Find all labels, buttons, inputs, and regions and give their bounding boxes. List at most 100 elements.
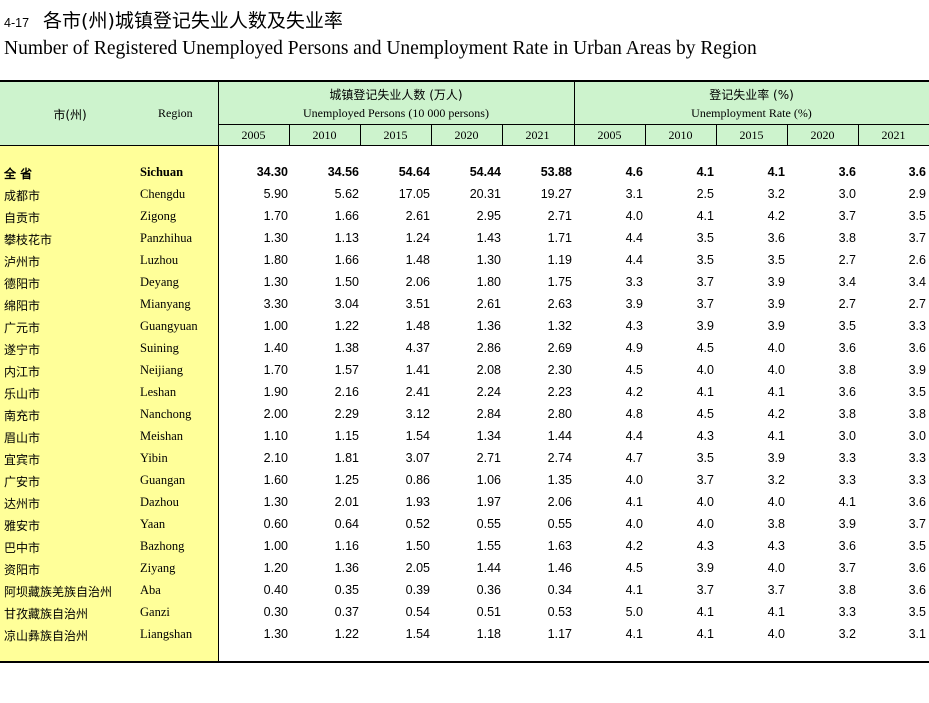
cell-rate: 3.3 bbox=[838, 605, 856, 619]
cell-rate: 3.8 bbox=[838, 231, 856, 245]
cell-rate: 4.2 bbox=[767, 407, 785, 421]
cell-persons: 1.66 bbox=[334, 209, 359, 223]
cell-persons: 1.22 bbox=[334, 319, 359, 333]
cell-persons: 0.86 bbox=[405, 473, 430, 487]
cell-persons: 54.64 bbox=[398, 165, 430, 179]
header-year-rule bbox=[218, 124, 929, 125]
cell-rate: 3.7 bbox=[838, 561, 856, 575]
cell-city-cn: 宜宾市 bbox=[4, 453, 41, 467]
table-row: 南充市 Nanchong 2.00 2.29 3.12 2.84 2.80 4.8 4.5 4.2… bbox=[0, 404, 929, 426]
cell-rate: 3.9 bbox=[767, 319, 785, 333]
cell-rate: 3.2 bbox=[767, 473, 785, 487]
cell-city-cn: 甘孜藏族自治州 bbox=[4, 607, 89, 621]
cell-rate: 3.5 bbox=[696, 451, 714, 465]
cell-persons: 0.55 bbox=[547, 517, 572, 531]
cell-rate: 3.9 bbox=[767, 297, 785, 311]
header-year-rate-2005: 2005 bbox=[597, 128, 622, 142]
cell-persons: 0.34 bbox=[547, 583, 572, 597]
cell-persons: 2.69 bbox=[547, 341, 572, 355]
cell-persons: 2.00 bbox=[263, 407, 288, 421]
cell-rate: 4.1 bbox=[696, 385, 714, 399]
cell-city-cn: 凉山彝族自治州 bbox=[4, 629, 89, 643]
cell-persons: 1.10 bbox=[263, 429, 288, 443]
table-row: 资阳市 Ziyang 1.20 1.36 2.05 1.44 1.46 4.5 3.9 4.0 3.… bbox=[0, 558, 929, 580]
cell-persons: 34.56 bbox=[327, 165, 359, 179]
cell-rate: 3.5 bbox=[908, 209, 926, 223]
header-year-persons-2020: 2020 bbox=[454, 128, 479, 142]
cell-rate: 4.1 bbox=[767, 165, 785, 179]
cell-persons: 0.30 bbox=[263, 605, 288, 619]
cell-region-en: Ziyang bbox=[140, 561, 176, 575]
cell-persons: 1.55 bbox=[476, 539, 501, 553]
table-row: 攀枝花市 Panzhihua 1.30 1.13 1.24 1.43 1.71 4.4 3.5 3… bbox=[0, 228, 929, 250]
cell-persons: 1.38 bbox=[334, 341, 359, 355]
table-row: 广元市 Guangyuan 1.00 1.22 1.48 1.36 1.32 4.3 3.9 3.… bbox=[0, 316, 929, 338]
cell-region-en: Zigong bbox=[140, 209, 177, 223]
cell-persons: 2.80 bbox=[547, 407, 572, 421]
cell-rate: 4.8 bbox=[625, 407, 643, 421]
cell-persons: 1.19 bbox=[547, 253, 572, 267]
cell-region-en: Sichuan bbox=[140, 165, 184, 179]
divider-groups bbox=[574, 82, 575, 145]
cell-persons: 2.84 bbox=[476, 407, 501, 421]
year-divider bbox=[502, 124, 503, 145]
cell-city-cn: 南充市 bbox=[4, 409, 41, 423]
cell-rate: 4.0 bbox=[696, 495, 714, 509]
header-year-persons-2021: 2021 bbox=[525, 128, 550, 142]
cell-persons: 1.50 bbox=[405, 539, 430, 553]
cell-persons: 1.80 bbox=[263, 253, 288, 267]
cell-persons: 1.18 bbox=[476, 627, 501, 641]
cell-rate: 3.5 bbox=[767, 253, 785, 267]
cell-persons: 1.97 bbox=[476, 495, 501, 509]
cell-region-en: Leshan bbox=[140, 385, 177, 399]
cell-persons: 1.22 bbox=[334, 627, 359, 641]
cell-persons: 2.06 bbox=[547, 495, 572, 509]
cell-rate: 4.1 bbox=[838, 495, 856, 509]
cell-rate: 4.1 bbox=[625, 495, 643, 509]
cell-persons: 1.57 bbox=[334, 363, 359, 377]
cell-rate: 3.0 bbox=[838, 429, 856, 443]
cell-rate: 3.5 bbox=[908, 539, 926, 553]
cell-persons: 2.86 bbox=[476, 341, 501, 355]
table-row: 遂宁市 Suining 1.40 1.38 4.37 2.86 2.69 4.9 4.5 4.0 3… bbox=[0, 338, 929, 360]
cell-persons: 17.05 bbox=[398, 187, 430, 201]
table-row: 眉山市 Meishan 1.10 1.15 1.54 1.34 1.44 4.4 4.3 4.1 3… bbox=[0, 426, 929, 448]
cell-persons: 1.75 bbox=[547, 275, 572, 289]
bottom-rule bbox=[0, 661, 929, 663]
cell-rate: 4.3 bbox=[696, 539, 714, 553]
cell-rate: 3.7 bbox=[696, 473, 714, 487]
cell-persons: 2.61 bbox=[476, 297, 501, 311]
cell-persons: 2.41 bbox=[405, 385, 430, 399]
cell-rate: 3.6 bbox=[908, 341, 926, 355]
cell-persons: 1.46 bbox=[547, 561, 572, 575]
cell-region-en: Luzhou bbox=[140, 253, 179, 267]
cell-persons: 1.60 bbox=[263, 473, 288, 487]
cell-rate: 4.0 bbox=[767, 363, 785, 377]
cell-persons: 1.00 bbox=[263, 319, 288, 333]
cell-rate: 3.8 bbox=[838, 363, 856, 377]
cell-rate: 3.7 bbox=[696, 583, 714, 597]
cell-persons: 2.10 bbox=[263, 451, 288, 465]
year-divider bbox=[431, 124, 432, 145]
cell-rate: 3.8 bbox=[767, 517, 785, 531]
cell-persons: 1.36 bbox=[334, 561, 359, 575]
cell-persons: 1.30 bbox=[263, 275, 288, 289]
cell-persons: 3.12 bbox=[405, 407, 430, 421]
cell-rate: 4.1 bbox=[696, 165, 714, 179]
cell-rate: 3.3 bbox=[908, 451, 926, 465]
header-year-rate-2015: 2015 bbox=[739, 128, 764, 142]
header-group1-cn: 城镇登记失业人数 (万人) bbox=[329, 88, 463, 102]
cell-rate: 3.6 bbox=[767, 231, 785, 245]
top-rule bbox=[0, 80, 929, 82]
cell-city-cn: 阿坝藏族羌族自治州 bbox=[4, 585, 113, 599]
cell-persons: 1.20 bbox=[263, 561, 288, 575]
cell-persons: 1.25 bbox=[334, 473, 359, 487]
cell-rate: 4.0 bbox=[696, 517, 714, 531]
cell-persons: 2.05 bbox=[405, 561, 430, 575]
cell-persons: 2.16 bbox=[334, 385, 359, 399]
cell-region-en: Nanchong bbox=[140, 407, 192, 421]
cell-rate: 3.5 bbox=[908, 385, 926, 399]
header-year-rate-2020: 2020 bbox=[810, 128, 835, 142]
cell-persons: 2.08 bbox=[476, 363, 501, 377]
cell-rate: 3.8 bbox=[908, 407, 926, 421]
